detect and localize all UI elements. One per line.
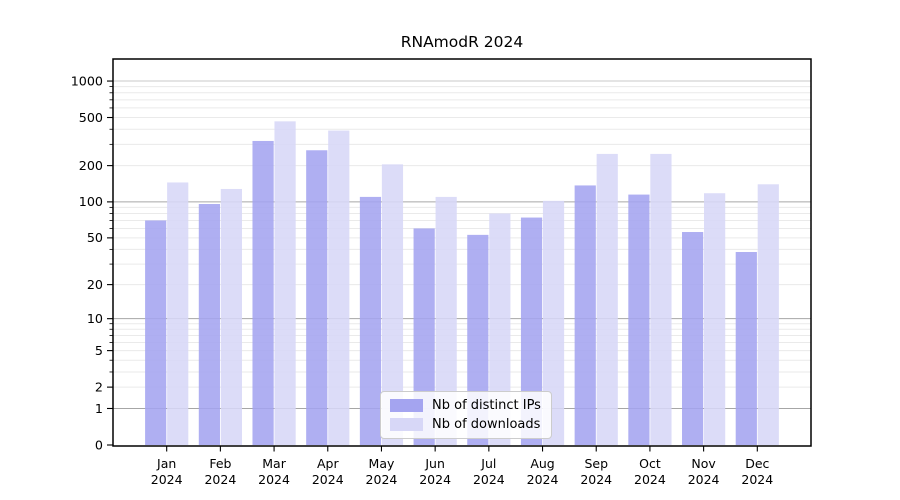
- bar-ips-jun: [413, 228, 435, 445]
- y-tick-label: 1: [95, 401, 103, 416]
- bar-downloads-jun: [435, 196, 457, 445]
- x-tick-label-year: 2024: [366, 472, 398, 487]
- legend-swatch-distinct-ips: [390, 399, 423, 412]
- y-tick-label: 100: [79, 194, 103, 209]
- x-tick-label-month: Jul: [480, 456, 496, 471]
- x-tick-label-month: May: [369, 456, 395, 471]
- x-tick-label-year: 2024: [258, 472, 290, 487]
- bar-downloads-apr: [328, 130, 350, 445]
- x-tick-label-month: Jun: [424, 456, 445, 471]
- y-tick-label: 50: [87, 230, 103, 245]
- legend-entry-downloads: Nb of downloads: [390, 417, 541, 432]
- bar-ips-aug: [520, 217, 543, 445]
- bar-downloads-feb: [220, 188, 242, 445]
- x-tick-label-year: 2024: [473, 472, 505, 487]
- chart-title: RNAmodR 2024: [400, 33, 524, 51]
- x-tick-label-year: 2024: [634, 472, 666, 487]
- bar-ips-dec: [735, 252, 757, 445]
- bar-ips-apr: [306, 150, 328, 445]
- x-tick-label-month: Apr: [317, 456, 339, 471]
- legend-label-downloads: Nb of downloads: [432, 417, 541, 432]
- y-tick-label: 2: [95, 379, 103, 394]
- x-tick-label-month: Dec: [745, 456, 769, 471]
- bar-ips-nov: [682, 232, 704, 445]
- y-tick-label: 20: [87, 277, 103, 292]
- legend-swatch-downloads: [390, 418, 423, 431]
- bar-downloads-nov: [704, 193, 726, 445]
- bar-ips-oct: [628, 194, 650, 445]
- y-tick-label: 500: [79, 110, 103, 125]
- bar-ips-sep: [574, 185, 596, 445]
- bar-downloads-aug: [542, 200, 565, 445]
- legend-entry-distinct-ips: Nb of distinct IPs: [390, 398, 541, 413]
- x-tick-label-year: 2024: [151, 472, 183, 487]
- x-tick-label-year: 2024: [688, 472, 720, 487]
- bar-downloads-dec: [757, 184, 779, 445]
- bar-downloads-may: [381, 164, 404, 445]
- x-tick-label-month: Oct: [639, 456, 661, 471]
- plot-border: [112, 58, 812, 447]
- y-tick-label: 5: [95, 343, 103, 358]
- bar-downloads-mar: [274, 121, 296, 445]
- y-tick-label: 0: [95, 437, 103, 452]
- x-tick-label-year: 2024: [527, 472, 559, 487]
- bar-downloads-jan: [167, 182, 189, 446]
- x-tick-label-year: 2024: [580, 472, 612, 487]
- bar-ips-feb: [198, 204, 220, 445]
- x-tick-label-month: Jan: [156, 456, 176, 471]
- bar-ips-mar: [252, 140, 274, 445]
- x-tick-label-month: Feb: [209, 456, 231, 471]
- x-tick-label-year: 2024: [312, 472, 344, 487]
- legend-label-distinct-ips: Nb of distinct IPs: [432, 398, 541, 413]
- bar-downloads-sep: [596, 153, 618, 446]
- bar-ips-may: [359, 196, 382, 445]
- x-tick-label-year: 2024: [419, 472, 451, 487]
- legend: Nb of distinct IPs Nb of downloads: [380, 391, 552, 439]
- bar-downloads-oct: [650, 153, 672, 446]
- bar-downloads-jul: [489, 213, 511, 445]
- x-tick-label-year: 2024: [741, 472, 773, 487]
- x-tick-label-month: Aug: [530, 456, 554, 471]
- y-tick-label: 10: [87, 311, 103, 326]
- y-tick-label: 1000: [71, 73, 103, 88]
- x-tick-label-month: Mar: [262, 456, 286, 471]
- x-tick-label-month: Sep: [584, 456, 608, 471]
- bar-ips-jan: [145, 220, 167, 445]
- x-tick-label-month: Nov: [691, 456, 716, 471]
- x-tick-label-year: 2024: [204, 472, 236, 487]
- y-tick-label: 200: [79, 158, 103, 173]
